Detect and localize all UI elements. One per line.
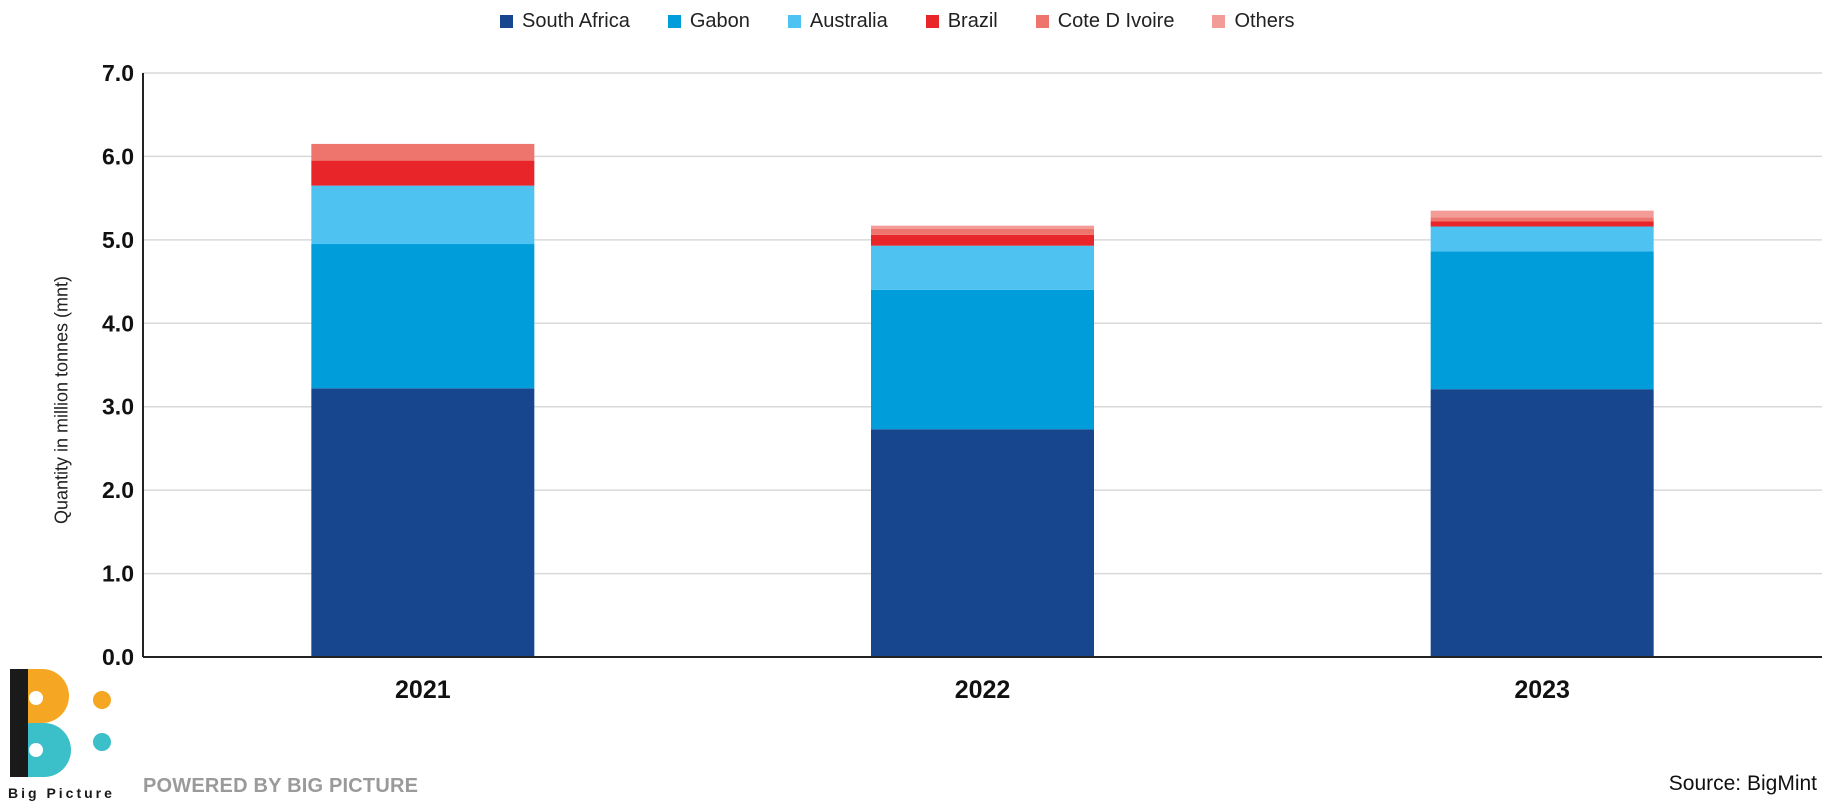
y-axis-label: Quantity in million tonnes (mnt) bbox=[51, 275, 72, 525]
legend-label: Others bbox=[1234, 9, 1295, 32]
legend-swatch bbox=[787, 14, 801, 28]
axes: 0.0 1.0 2.0 3.0 4.0 5.0 6.0 7.0 2021 2022 2023 bbox=[102, 60, 1822, 704]
x-tick-label: 2021 bbox=[395, 676, 451, 704]
y-tick-label: 3.0 bbox=[102, 394, 134, 420]
y-tick-label: 7.0 bbox=[102, 60, 134, 86]
x-tick-label: 2023 bbox=[1514, 676, 1570, 704]
legend-item: South Africa bbox=[500, 10, 630, 33]
legend-item: Gabon bbox=[667, 9, 750, 33]
legend-swatch bbox=[925, 14, 939, 28]
bar-segment-brazil bbox=[1430, 221, 1654, 227]
y-tick-label: 0.0 bbox=[102, 644, 134, 670]
legend-label: Brazil bbox=[947, 9, 998, 32]
bar-segment-cote-d-ivoire bbox=[311, 143, 535, 161]
bar-segment-gabon bbox=[311, 244, 535, 389]
bar-segment-australia bbox=[871, 245, 1094, 290]
y-tick-label: 1.0 bbox=[102, 561, 134, 587]
legend-label: South Africa bbox=[522, 9, 630, 32]
x-tick-label: 2022 bbox=[955, 676, 1011, 704]
bar-segment-cote-d-ivoire bbox=[871, 229, 1094, 235]
powered-by-text: POWERED BY BIG PICTURE bbox=[143, 775, 419, 797]
legend-label: Cote D Ivoire bbox=[1057, 9, 1175, 32]
big-picture-logo: Big Picture bbox=[8, 669, 115, 801]
legend-item: Others bbox=[1212, 10, 1294, 33]
source-text: Source: BigMint bbox=[1668, 772, 1817, 795]
y-tick-label: 4.0 bbox=[102, 310, 134, 336]
legend-swatch bbox=[1212, 14, 1226, 28]
bar-segment-south-africa bbox=[311, 388, 535, 657]
y-tick-label: 2.0 bbox=[102, 477, 134, 503]
legend-item: Cote D Ivoire bbox=[1035, 9, 1175, 33]
bars bbox=[311, 143, 1654, 657]
legend-item: Australia bbox=[787, 9, 888, 33]
legend-swatch bbox=[1035, 14, 1049, 28]
y-tick-label: 6.0 bbox=[102, 143, 134, 169]
bar-segment-south-africa bbox=[871, 429, 1094, 657]
legend: South Africa Gabon Australia Brazil Cote D I… bbox=[500, 6, 1294, 36]
bar-segment-cote-d-ivoire bbox=[1430, 217, 1654, 222]
logo-text: Big Picture bbox=[8, 785, 115, 801]
y-tick-label: 5.0 bbox=[102, 227, 134, 253]
legend-item: Brazil bbox=[925, 9, 998, 33]
bar-segment-gabon bbox=[871, 289, 1094, 430]
legend-label: Australia bbox=[809, 9, 888, 32]
bar-segment-brazil bbox=[311, 160, 535, 186]
legend-label: Gabon bbox=[689, 9, 750, 32]
bar-segment-brazil bbox=[871, 234, 1094, 246]
bar-segment-gabon bbox=[1430, 251, 1654, 390]
bar-segment-australia bbox=[1430, 226, 1654, 252]
bar-segment-others bbox=[871, 225, 1094, 230]
bar-segment-australia bbox=[311, 185, 535, 245]
bar-segment-others bbox=[1430, 210, 1654, 218]
legend-swatch bbox=[500, 14, 513, 28]
legend-swatch bbox=[667, 14, 681, 28]
bar-segment-south-africa bbox=[1430, 389, 1654, 657]
